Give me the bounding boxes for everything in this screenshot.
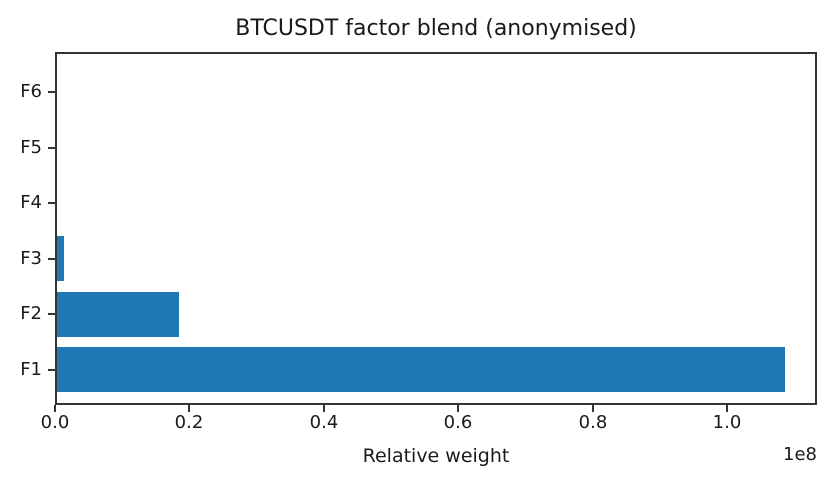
x-tick-label-0.6: 0.6 bbox=[443, 412, 473, 433]
chart-title: BTCUSDT factor blend (anonymised) bbox=[235, 16, 637, 41]
y-tick-label-f4: F4 bbox=[20, 192, 42, 213]
x-tick-mark-0.6 bbox=[457, 405, 459, 412]
y-tick-label-f5: F5 bbox=[20, 137, 42, 158]
x-tick-mark-0.2 bbox=[188, 405, 190, 412]
y-tick-mark-f4 bbox=[48, 202, 55, 204]
x-tick-mark-0.0 bbox=[54, 405, 56, 412]
y-tick-label-f1: F1 bbox=[20, 359, 42, 380]
x-tick-label-0.8: 0.8 bbox=[578, 412, 608, 433]
y-tick-label-f2: F2 bbox=[20, 303, 42, 324]
x-tick-label-1.0: 1.0 bbox=[712, 412, 742, 433]
y-tick-mark-f6 bbox=[48, 91, 55, 93]
x-tick-label-0.2: 0.2 bbox=[174, 412, 204, 433]
x-axis-label: Relative weight bbox=[362, 445, 510, 467]
axis-offset-label: 1e8 bbox=[783, 444, 817, 465]
bar-f1 bbox=[57, 347, 785, 392]
x-tick-label-0.0: 0.0 bbox=[40, 412, 70, 433]
y-tick-label-f6: F6 bbox=[20, 81, 42, 102]
x-tick-label-0.4: 0.4 bbox=[309, 412, 339, 433]
y-tick-mark-f2 bbox=[48, 313, 55, 315]
bar-f3 bbox=[57, 236, 64, 281]
x-tick-mark-1.0 bbox=[726, 405, 728, 412]
x-tick-mark-0.8 bbox=[592, 405, 594, 412]
y-tick-label-f3: F3 bbox=[20, 248, 42, 269]
y-tick-mark-f1 bbox=[48, 369, 55, 371]
x-tick-mark-0.4 bbox=[323, 405, 325, 412]
y-tick-mark-f3 bbox=[48, 258, 55, 260]
y-tick-mark-f5 bbox=[48, 147, 55, 149]
plot-area bbox=[55, 52, 817, 405]
bar-f2 bbox=[57, 292, 179, 337]
